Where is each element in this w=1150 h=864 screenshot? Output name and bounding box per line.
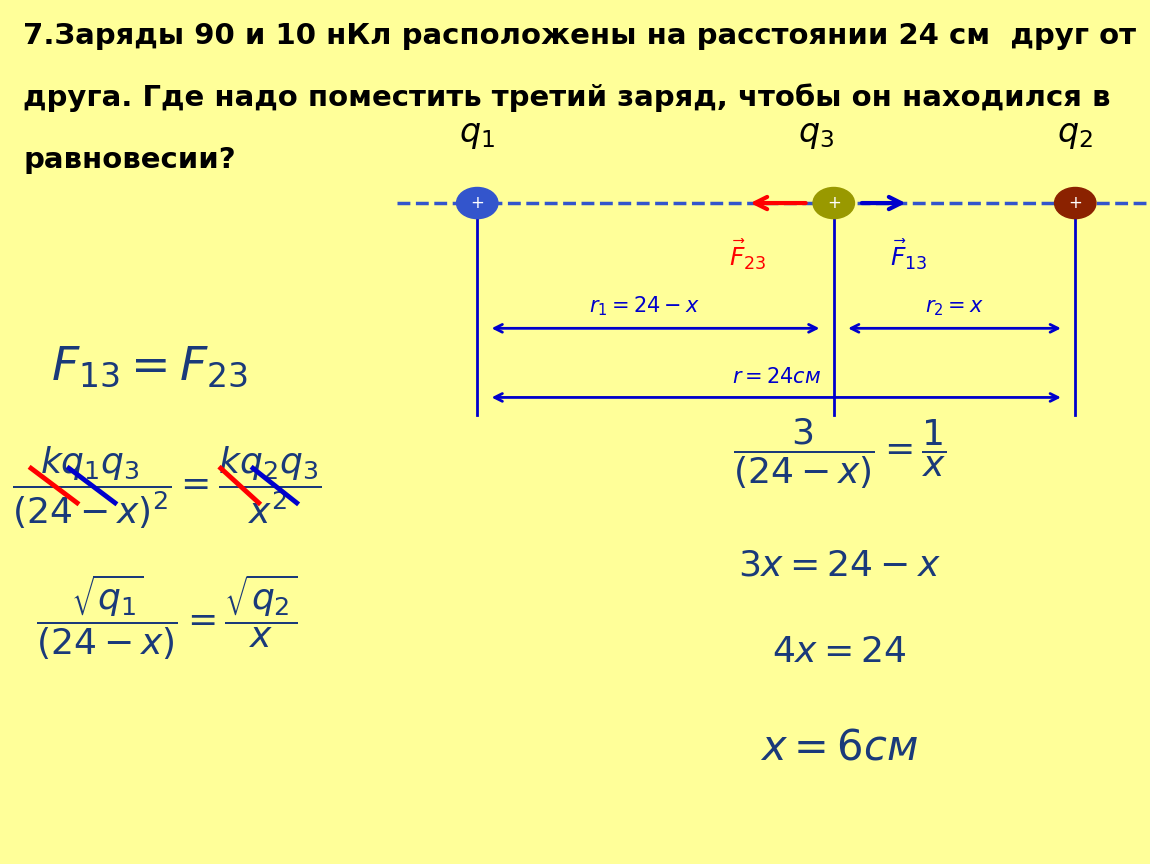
Text: $F_{13} = F_{23}$: $F_{13} = F_{23}$ [51,345,248,390]
Text: $\vec{F}_{13}$: $\vec{F}_{13}$ [890,238,927,272]
Text: $q_2$: $q_2$ [1057,118,1094,151]
Text: $4x = 24$: $4x = 24$ [772,635,907,670]
Text: $r_1 = 24 - x$: $r_1 = 24 - x$ [589,295,699,318]
Text: $\dfrac{kq_1q_3}{\left(24-x\right)^2} = \dfrac{kq_2q_3}{x^2}$: $\dfrac{kq_1q_3}{\left(24-x\right)^2} = … [13,445,321,531]
Text: $\dfrac{3}{\left(24-x\right)} = \dfrac{1}{x}$: $\dfrac{3}{\left(24-x\right)} = \dfrac{1… [733,416,946,491]
Text: $\vec{F}_{23}$: $\vec{F}_{23}$ [729,238,766,272]
Text: $3x = 24 - x$: $3x = 24 - x$ [738,549,941,583]
Circle shape [457,187,498,219]
Text: равновесии?: равновесии? [23,146,236,174]
Text: $x = 6$см: $x = 6$см [760,727,919,768]
Text: друга. Где надо поместить третий заряд, чтобы он находился в: друга. Где надо поместить третий заряд, … [23,84,1111,112]
Text: $q_1$: $q_1$ [459,118,496,151]
Text: $+$: $+$ [827,194,841,212]
Text: 7.Заряды 90 и 10 нКл расположены на расстоянии 24 см  друг от: 7.Заряды 90 и 10 нКл расположены на расс… [23,22,1136,49]
Circle shape [1055,187,1096,219]
Circle shape [813,187,854,219]
Text: $r = 24$см: $r = 24$см [731,367,821,387]
Text: $+$: $+$ [1068,194,1082,212]
Text: $r_2 = x$: $r_2 = x$ [926,298,983,318]
Text: $q_3$: $q_3$ [798,118,835,151]
Text: $+$: $+$ [470,194,484,212]
Text: $\dfrac{\sqrt{q_1}}{\left(24-x\right)} = \dfrac{\sqrt{q_2}}{x}$: $\dfrac{\sqrt{q_1}}{\left(24-x\right)} =… [36,573,298,663]
